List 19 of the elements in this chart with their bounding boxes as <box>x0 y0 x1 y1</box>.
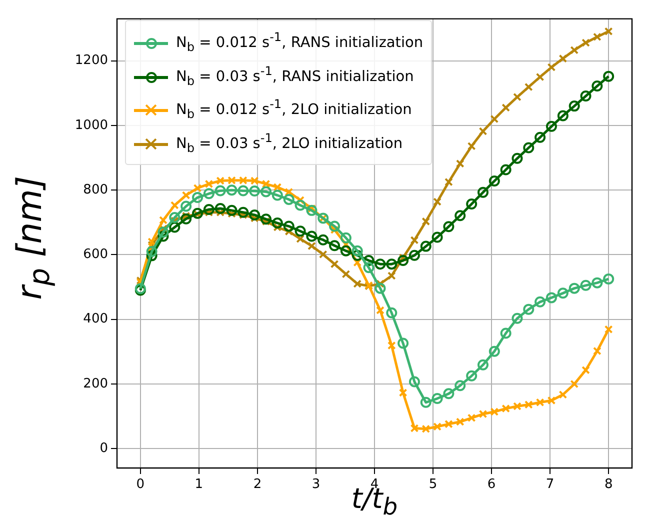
y-tick-label: 600 <box>83 247 108 262</box>
y-tick-label: 400 <box>83 312 108 327</box>
x-tick-label: 3 <box>312 477 320 492</box>
x-tick-label: 8 <box>604 477 613 492</box>
x-tick-label: 6 <box>487 477 496 492</box>
y-tick-label: 1200 <box>74 53 108 68</box>
legend-label: N$_{b}$ = 0.012 s$^{-1}$, RANS initialization <box>176 30 424 54</box>
y-tick-label: 800 <box>83 182 108 198</box>
x-tick-label: 5 <box>428 477 438 492</box>
x-tick-label: 0 <box>136 477 145 492</box>
y-tick-label: 0 <box>100 440 108 456</box>
y-tick-label: 200 <box>83 376 108 392</box>
legend-label: N$_{b}$ = 0.03 s$^{-1}$, RANS initialization <box>176 64 414 88</box>
legend-label: N$_{b}$ = 0.012 s$^{-1}$, 2LO initialization <box>176 97 412 122</box>
x-tick-label: 7 <box>546 477 554 492</box>
y-tick-label: 1000 <box>74 118 108 133</box>
x-tick-label: 1 <box>194 477 204 492</box>
legend-label: N$_{b}$ = 0.03 s$^{-1}$, 2LO initialization <box>176 131 403 155</box>
x-tick-label: 2 <box>253 477 262 492</box>
